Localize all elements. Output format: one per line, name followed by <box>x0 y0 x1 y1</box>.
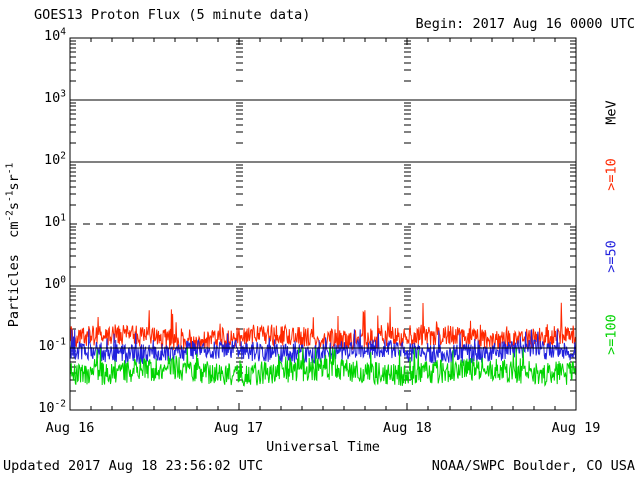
updated-timestamp: Updated 2017 Aug 18 23:56:02 UTC <box>3 458 264 474</box>
y-tick-label: 10-2 <box>38 398 66 416</box>
begin-timestamp: Begin: 2017 Aug 16 0000 UTC <box>415 16 635 32</box>
y-axis-label: Particles cm-2s-1sr-1 <box>4 162 23 328</box>
series-100mev-trace <box>69 347 577 387</box>
x-tick-label: Aug 18 <box>382 420 432 436</box>
y-tick-label: 103 <box>44 88 66 106</box>
series-10mev-trace <box>69 302 577 352</box>
x-tick-label: Aug 16 <box>45 420 95 436</box>
x-tick-label: Aug 17 <box>214 420 264 436</box>
series-50mev-trace <box>69 329 577 365</box>
chart-title: GOES13 Proton Flux (5 minute data) <box>34 7 311 23</box>
credit-label: NOAA/SWPC Boulder, CO USA <box>431 458 635 474</box>
x-axis-label: Universal Time <box>266 439 380 455</box>
y-tick-label: 10-1 <box>38 336 66 354</box>
y-tick-label: 102 <box>44 150 66 168</box>
y-tick-label: 100 <box>44 274 66 292</box>
y-tick-label: 101 <box>44 212 66 230</box>
x-tick-label: Aug 19 <box>551 420 601 436</box>
legend-series-3-label: >=100 <box>603 314 620 355</box>
y-tick-label: 104 <box>44 26 66 44</box>
